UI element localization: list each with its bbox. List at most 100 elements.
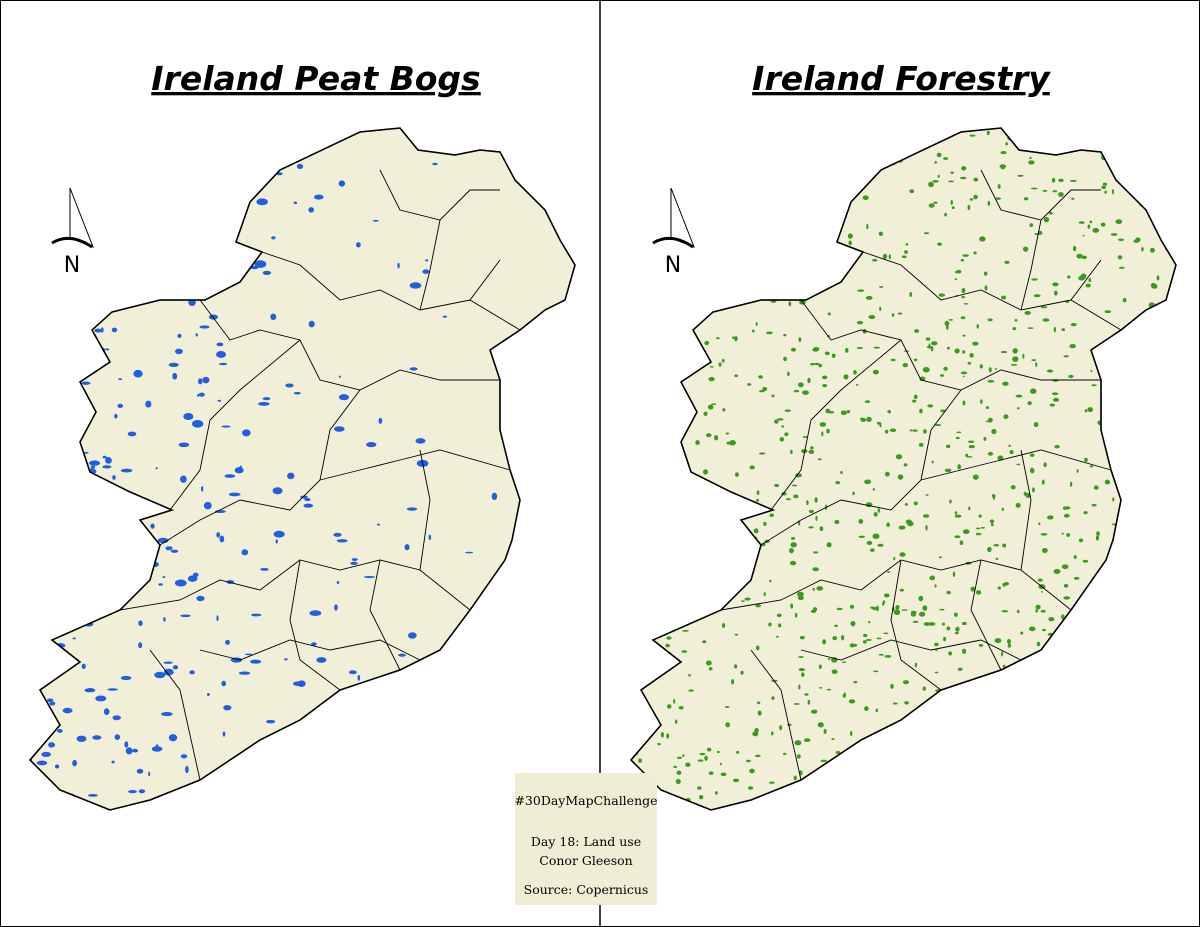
north-arrow: N	[51, 187, 94, 278]
map-title: Ireland Forestry	[752, 59, 1051, 98]
land-cover-patch	[74, 139, 84, 145]
land-cover-patch	[422, 269, 430, 274]
land-cover-patch	[702, 640, 707, 644]
land-cover-patch	[1171, 777, 1175, 781]
land-cover-patch	[796, 754, 801, 759]
land-cover-patch	[742, 509, 745, 513]
land-cover-patch	[798, 667, 805, 672]
land-cover-patch	[997, 184, 1001, 189]
land-cover-patch	[793, 703, 800, 705]
land-cover-patch	[124, 741, 129, 748]
land-cover-patch	[350, 561, 358, 565]
land-cover-patch	[912, 429, 918, 432]
land-cover-patch	[1080, 785, 1087, 788]
land-cover-patch	[184, 175, 192, 181]
land-cover-patch	[1031, 359, 1037, 362]
land-cover-patch	[938, 556, 942, 559]
land-cover-patch	[105, 456, 112, 464]
land-cover-patch	[975, 782, 979, 784]
land-cover-patch	[894, 758, 898, 763]
land-cover-patch	[46, 200, 50, 207]
land-cover-patch	[1025, 712, 1030, 716]
land-cover-patch	[1016, 407, 1020, 410]
land-cover-patch	[978, 514, 982, 518]
land-cover-patch	[997, 756, 1004, 761]
land-cover-patch	[933, 201, 938, 204]
map-panel: Ireland Forestry N	[630, 59, 1177, 811]
land-cover-patch	[847, 233, 853, 239]
land-cover-patch	[826, 542, 832, 548]
land-cover-patch	[922, 605, 928, 611]
land-cover-patch	[1169, 563, 1175, 569]
land-cover-patch	[1058, 192, 1064, 197]
land-cover-patch	[944, 468, 952, 473]
land-cover-patch	[950, 199, 953, 206]
land-cover-patch	[631, 671, 633, 677]
land-cover-patch	[1104, 190, 1107, 194]
land-cover-patch	[1082, 234, 1085, 237]
land-cover-patch	[917, 138, 921, 142]
land-cover-patch	[1149, 498, 1156, 502]
land-cover-patch	[309, 745, 319, 748]
land-cover-patch	[57, 495, 62, 501]
land-cover-patch	[1098, 773, 1104, 776]
land-cover-patch	[876, 637, 882, 640]
land-cover-patch	[1117, 673, 1125, 676]
land-cover-patch	[252, 133, 256, 139]
land-cover-patch	[192, 572, 199, 578]
land-cover-patch	[399, 725, 405, 733]
land-cover-patch	[1153, 187, 1159, 192]
land-cover-patch	[225, 639, 231, 645]
land-cover-patch	[856, 320, 864, 325]
land-cover-patch	[962, 334, 966, 337]
land-cover-patch	[348, 670, 357, 675]
land-cover-patch	[265, 719, 276, 724]
land-cover-patch	[1033, 770, 1040, 775]
land-cover-patch	[831, 738, 835, 741]
land-cover-patch	[715, 791, 718, 795]
land-cover-patch	[634, 403, 637, 407]
land-cover-patch	[798, 382, 804, 388]
land-cover-patch	[707, 589, 711, 594]
land-cover-patch	[793, 775, 797, 781]
land-cover-patch	[118, 378, 123, 381]
land-cover-patch	[716, 531, 719, 536]
land-cover-patch	[718, 362, 722, 367]
land-cover-patch	[1099, 347, 1104, 350]
land-cover-patch	[1040, 306, 1048, 309]
land-cover-patch	[1042, 189, 1048, 192]
land-cover-patch	[991, 428, 997, 435]
land-cover-patch	[338, 180, 346, 187]
land-cover-patch	[394, 680, 398, 684]
land-cover-patch	[755, 604, 762, 608]
land-cover-patch	[807, 377, 811, 384]
land-cover-patch	[53, 593, 65, 600]
land-cover-patch	[925, 525, 928, 531]
county-border	[770, 339, 902, 511]
land-cover-patch	[1129, 574, 1135, 578]
land-cover-patch	[781, 425, 785, 428]
land-cover-patch	[66, 131, 77, 138]
land-cover-patch	[872, 369, 879, 375]
land-cover-patch	[810, 264, 815, 269]
land-cover-patch	[784, 432, 789, 437]
county-border	[169, 339, 301, 511]
land-cover-patch	[820, 759, 828, 763]
land-cover-patch	[31, 661, 38, 666]
land-cover-patch	[961, 621, 967, 626]
land-cover-patch	[732, 336, 735, 340]
land-cover-patch	[1076, 704, 1082, 708]
land-cover-patch	[893, 556, 896, 561]
land-cover-patch	[1015, 394, 1023, 398]
land-cover-patch	[1051, 177, 1056, 183]
land-cover-patch	[1081, 255, 1087, 260]
land-cover-patch	[1048, 211, 1053, 215]
land-cover-patch	[960, 316, 966, 320]
land-cover-patch	[872, 488, 875, 491]
land-cover-patch	[1031, 278, 1038, 281]
land-cover-patch	[30, 628, 33, 631]
land-cover-patch	[121, 550, 130, 557]
land-cover-patch	[671, 387, 679, 393]
land-cover-patch	[1152, 504, 1157, 508]
land-cover-patch	[1017, 174, 1024, 177]
